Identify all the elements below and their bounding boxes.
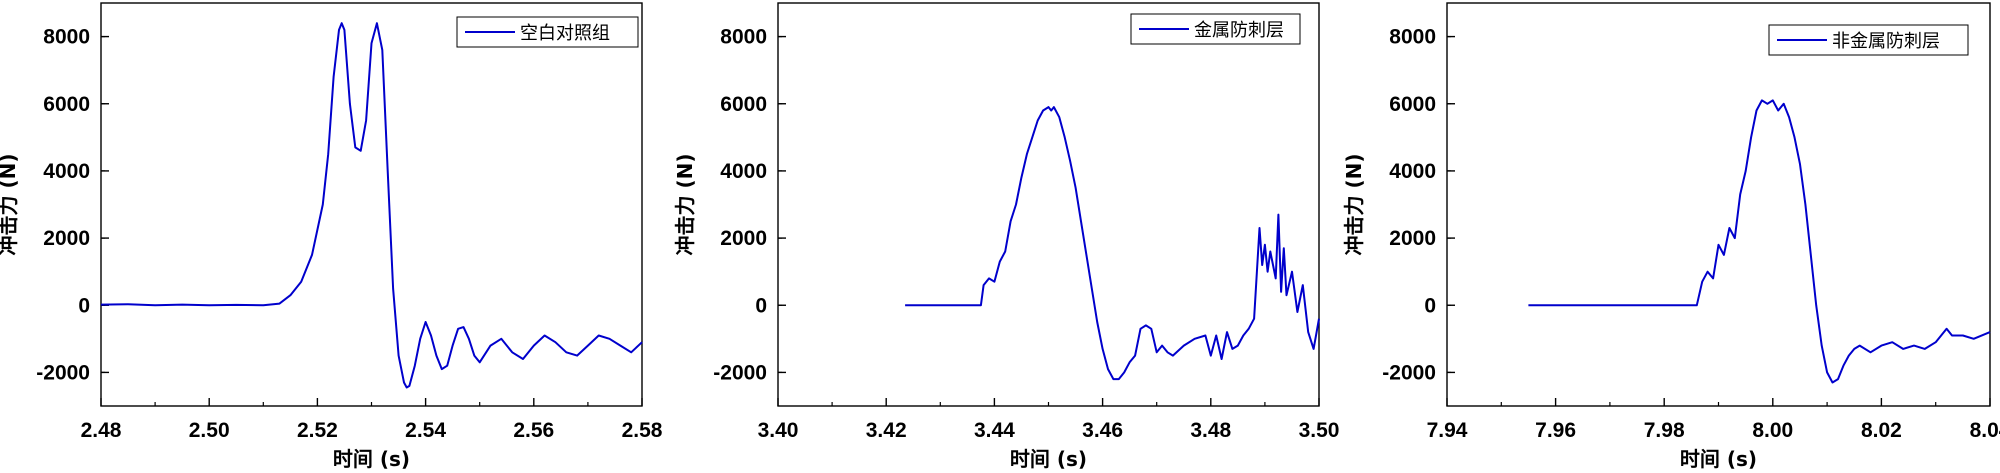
y-tick-label: 2000 bbox=[720, 227, 767, 250]
y-tick-label: 0 bbox=[78, 294, 90, 317]
chart-panel-nonmetal-layer: 7.94 7.96 7.98 8.00 8.02 8.04 -2000 0 2000 4000 60… bbox=[1342, 2, 2000, 471]
chart-panel-metal-layer: 3.40 3.42 3.44 3.46 3.48 3.50 -2000 0 2000 4000 60… bbox=[673, 2, 1340, 471]
y-tick-label: 6000 bbox=[1389, 93, 1436, 116]
x-axis-title: 时间 (s) bbox=[1010, 447, 1087, 471]
chart-panel-blank-control: 2.48 2.50 2.52 2.54 2.56 2.58 -2000 0 2000 4000 60… bbox=[0, 2, 663, 471]
y-tick-label: 6000 bbox=[720, 93, 767, 116]
x-tick-label: 8.02 bbox=[1861, 419, 1902, 442]
y-tick-label: -2000 bbox=[713, 361, 767, 384]
y-tick-label: 4000 bbox=[1389, 160, 1436, 183]
x-tick-label: 3.48 bbox=[1190, 419, 1231, 442]
y-axis-title: 冲击力 (N) bbox=[0, 154, 20, 256]
plot-frame bbox=[100, 2, 643, 407]
x-tick-label: 2.56 bbox=[513, 419, 554, 442]
y-tick-label: 0 bbox=[755, 294, 767, 317]
x-tick-label: 8.00 bbox=[1752, 419, 1793, 442]
x-tick-label: 2.58 bbox=[622, 419, 663, 442]
series-line bbox=[100, 22, 643, 389]
x-tick-label: 7.96 bbox=[1535, 419, 1576, 442]
y-tick-label: 2000 bbox=[43, 227, 90, 250]
x-tick-label: 3.42 bbox=[866, 419, 907, 442]
y-axis-title: 冲击力 (N) bbox=[673, 154, 697, 256]
series-line bbox=[905, 106, 1320, 381]
x-tick-label: 2.54 bbox=[405, 419, 446, 442]
x-tick-label: 2.52 bbox=[297, 419, 338, 442]
legend-box bbox=[1768, 24, 1969, 56]
x-tick-label: 3.40 bbox=[758, 419, 799, 442]
y-axis-title: 冲击力 (N) bbox=[1342, 154, 1366, 256]
x-tick-label: 2.48 bbox=[81, 419, 122, 442]
x-axis-title: 时间 (s) bbox=[333, 447, 410, 471]
x-tick-label: 8.04 bbox=[1970, 419, 2000, 442]
x-tick-label: 3.50 bbox=[1299, 419, 1340, 442]
x-tick-label: 3.46 bbox=[1082, 419, 1123, 442]
y-tick-label: 8000 bbox=[720, 26, 767, 49]
legend-label: 空白对照组 bbox=[520, 23, 610, 44]
y-tick-label: -2000 bbox=[36, 361, 90, 384]
x-tick-label: 3.44 bbox=[974, 419, 1015, 442]
y-tick-label: 8000 bbox=[43, 26, 90, 49]
x-tick-label: 2.50 bbox=[189, 419, 230, 442]
x-axis-title: 时间 (s) bbox=[1680, 447, 1757, 471]
y-tick-label: -2000 bbox=[1382, 361, 1436, 384]
y-tick-label: 6000 bbox=[43, 93, 90, 116]
y-tick-label: 8000 bbox=[1389, 26, 1436, 49]
y-tick-label: 0 bbox=[1424, 294, 1436, 317]
legend-label: 非金属防刺层 bbox=[1832, 31, 1940, 52]
y-tick-label: 4000 bbox=[43, 160, 90, 183]
x-tick-label: 7.98 bbox=[1644, 419, 1685, 442]
y-tick-label: 4000 bbox=[720, 160, 767, 183]
y-tick-label: 2000 bbox=[1389, 227, 1436, 250]
x-tick-label: 7.94 bbox=[1427, 419, 1468, 442]
legend-label: 金属防刺层 bbox=[1194, 20, 1284, 41]
plot-frame bbox=[1446, 2, 1991, 407]
series-line bbox=[1528, 99, 1991, 384]
